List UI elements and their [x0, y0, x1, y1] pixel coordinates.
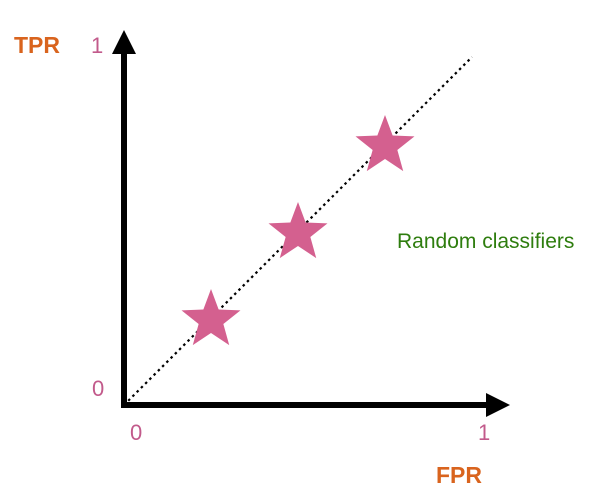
point-marker-3	[355, 115, 415, 172]
point-marker-2	[268, 202, 328, 259]
x-tick-label-0: 0	[130, 420, 142, 445]
x-tick-label-1: 1	[478, 420, 490, 445]
y-axis-title: TPR	[14, 32, 60, 58]
y-axis-arrow-icon	[112, 30, 136, 54]
random-classifiers-annotation: Random classifiers	[397, 230, 574, 253]
y-tick-label-0: 0	[92, 376, 104, 401]
y-tick-label-1: 1	[91, 33, 103, 58]
x-axis-title: FPR	[436, 462, 482, 488]
point-marker-1	[181, 289, 241, 346]
point-markers	[181, 115, 415, 346]
x-axis-arrow-icon	[486, 393, 510, 417]
